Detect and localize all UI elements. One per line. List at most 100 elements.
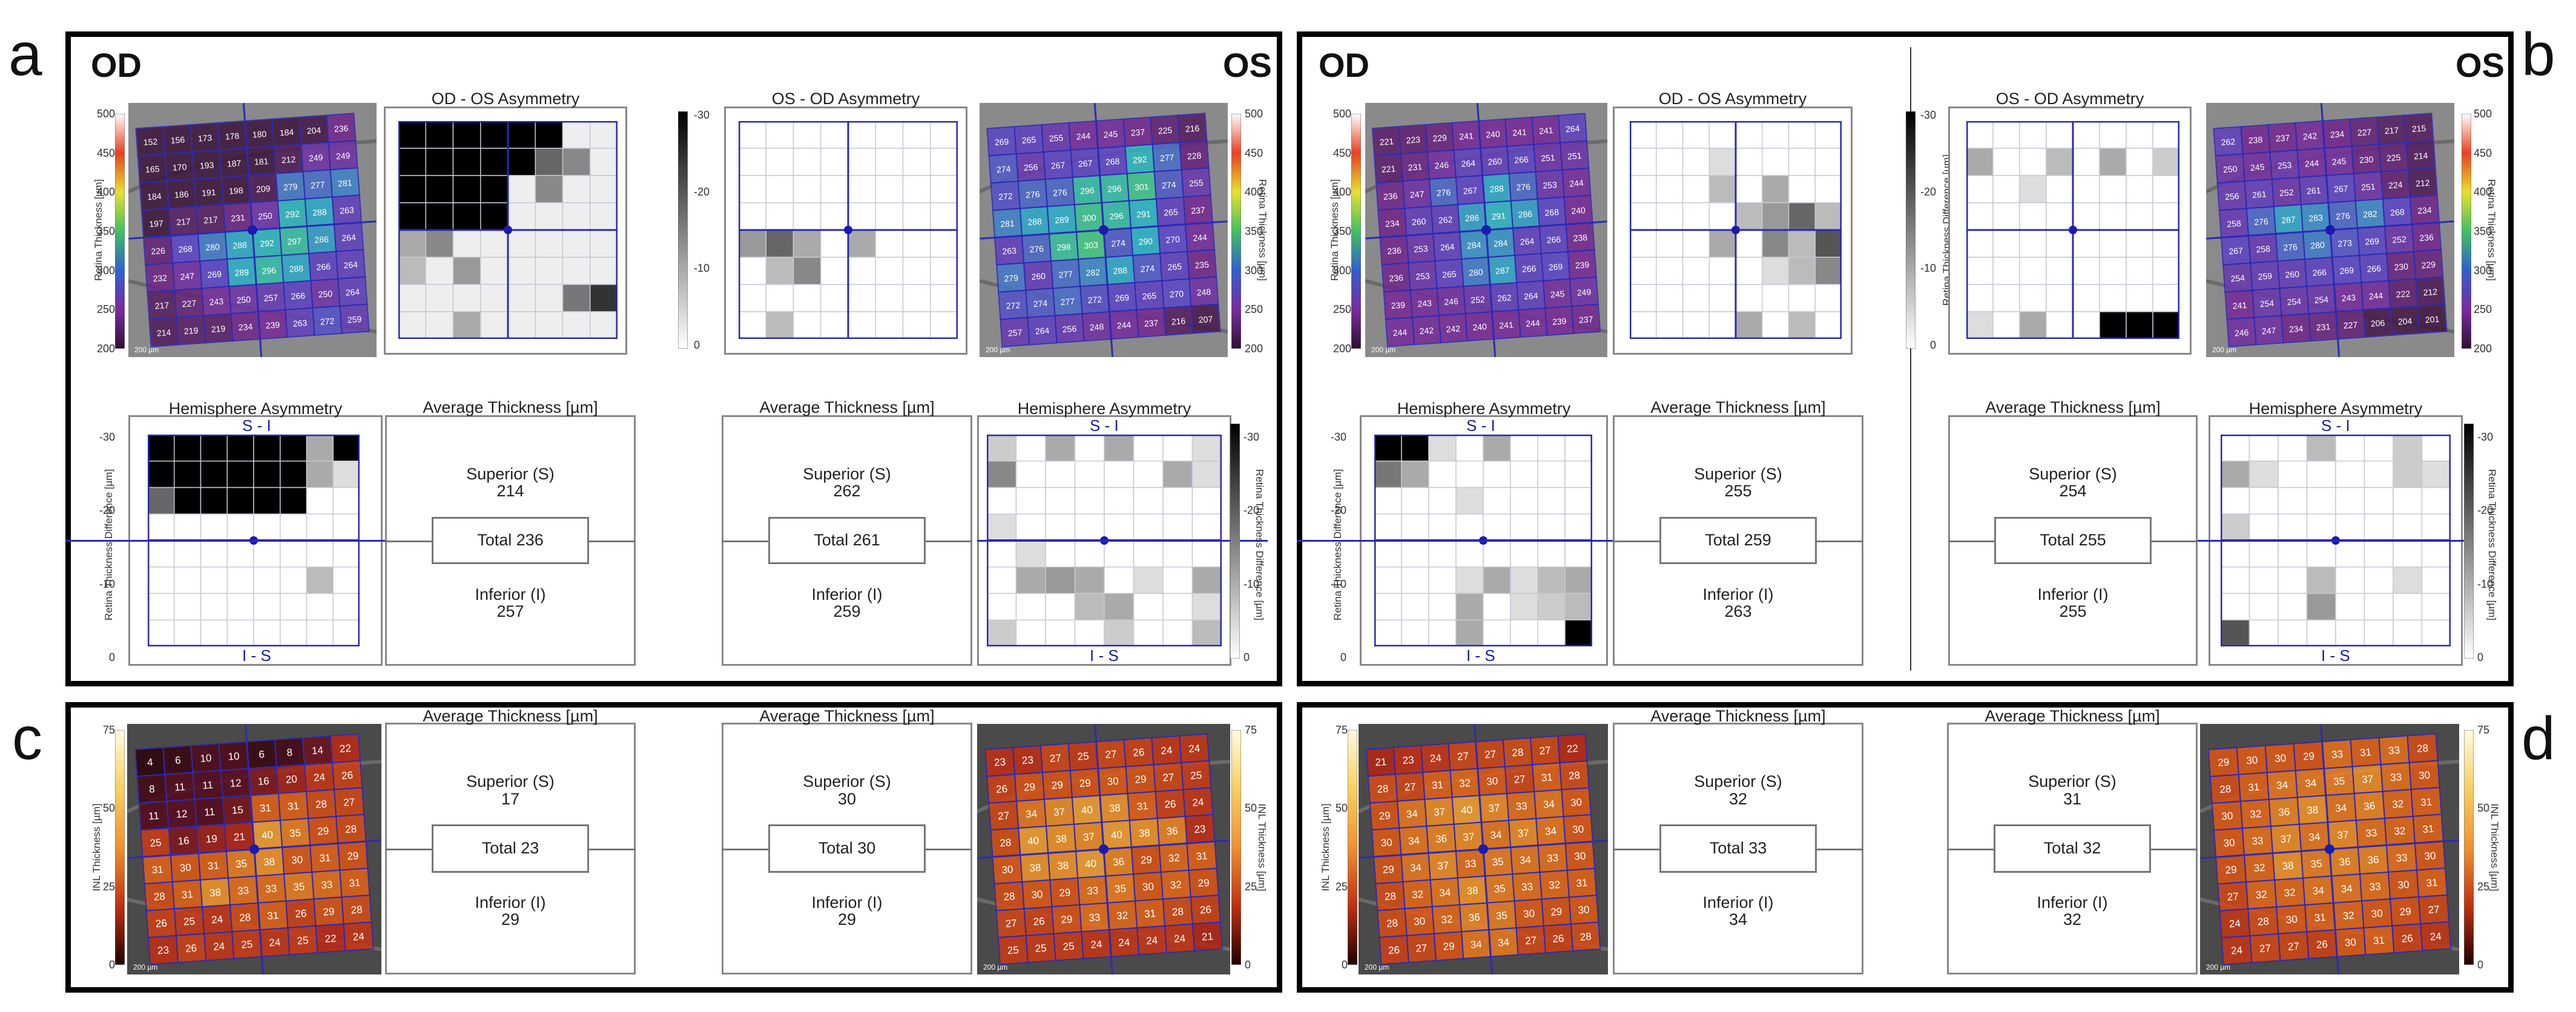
panel-label-b: b — [2522, 21, 2555, 88]
hemi-cell — [1374, 513, 1402, 541]
hemi-cell — [1045, 487, 1076, 514]
hemi-cell — [1564, 435, 1592, 462]
grid-value: 23 — [1402, 754, 1414, 766]
grid-value: 264 — [1565, 123, 1580, 134]
asym-cell — [848, 229, 876, 258]
asym-cell — [1708, 202, 1736, 231]
tick-retina: 300 — [2474, 264, 2492, 277]
grid-value: 286 — [1518, 209, 1533, 220]
grid-value: 38 — [2307, 804, 2319, 816]
asym-cell — [930, 229, 958, 258]
hemi-cell — [1564, 513, 1592, 541]
avg-title: Average Thickness [µm] — [1650, 398, 1826, 416]
tick-retina: 300 — [1245, 264, 1263, 277]
grid-cell — [2420, 921, 2452, 951]
grid-value: 36 — [2364, 800, 2376, 812]
superior-value: Superior (S) 214 — [466, 464, 555, 501]
hemi-cell — [1455, 435, 1484, 462]
asym-cell — [1762, 148, 1790, 176]
asym-cell — [1656, 311, 1684, 339]
inferior-value: Inferior (I) 263 — [1702, 585, 1774, 620]
tick-retina: 300 — [96, 264, 115, 277]
colorbar-d-od — [1348, 730, 1357, 965]
hemi-cell — [1374, 435, 1402, 462]
asym-cell — [1735, 148, 1763, 176]
grid-value: 28 — [153, 890, 165, 902]
grid-value: 24 — [1090, 938, 1102, 950]
avg-title: Average Thickness [µm] — [759, 707, 935, 725]
asym-b-odos — [1630, 121, 1842, 339]
hemi-cell — [1015, 619, 1046, 646]
asym-cell — [535, 175, 564, 203]
asym-cell — [930, 148, 958, 176]
grid-value: 231 — [231, 212, 246, 223]
grid-value: 245 — [1103, 129, 1118, 140]
hemi-cell — [1133, 461, 1164, 488]
grid-value: 243 — [2341, 292, 2356, 303]
grid-value: 260 — [1412, 216, 1427, 227]
grid-value: 279 — [283, 182, 298, 192]
asym-cell — [2019, 148, 2047, 176]
grid-value: 242 — [1419, 326, 1434, 337]
hemi-cell — [226, 487, 254, 514]
fundus-a-os: 269 265 255 244 245 237 225 216 274 256 267 267 268 2… — [980, 103, 1228, 357]
grid-value: 236 — [1387, 245, 1402, 256]
hemi-cell — [226, 461, 254, 488]
colorbar-fill — [1351, 114, 1361, 349]
hemi-cell — [306, 487, 334, 514]
grid-value: 237 — [1130, 127, 1145, 138]
grid-value: 292 — [285, 209, 300, 220]
asym-cell — [590, 148, 618, 176]
grid-value: 212 — [2416, 178, 2431, 189]
grid-value: 22 — [324, 933, 337, 945]
asym-cell — [507, 311, 536, 339]
hemi-cell — [1401, 513, 1429, 541]
grid-value: 32 — [1412, 889, 1424, 901]
grid-value: 27 — [1484, 748, 1497, 760]
grid-value: 32 — [1441, 913, 1453, 925]
grid-value: 29 — [1135, 774, 1147, 786]
hemi-cell — [1401, 461, 1429, 488]
asym-cell — [1682, 229, 1710, 258]
asym-cell — [2099, 257, 2127, 285]
asym-cell — [1656, 284, 1684, 312]
tick-retina: 500 — [96, 108, 115, 120]
grid-value: 284 — [1493, 238, 1508, 249]
asym-cell — [765, 121, 794, 149]
hemi-cell — [2248, 487, 2279, 514]
hemi-cell — [1401, 540, 1429, 568]
hemi-cell — [2393, 435, 2423, 462]
grid-value: 27 — [1105, 748, 1117, 760]
asym-cell — [820, 229, 849, 258]
hemi-cell — [1537, 540, 1566, 568]
grid-value: 34 — [2305, 777, 2317, 789]
hemi-cell — [1564, 487, 1592, 514]
asym-cell — [480, 175, 509, 203]
grid-value: 272 — [998, 191, 1013, 202]
eye-label-os-b: OS — [2456, 46, 2505, 84]
grid-value: 224 — [2388, 180, 2403, 191]
grid-value: 225 — [1158, 125, 1173, 136]
grid-value: 33 — [2396, 852, 2408, 864]
inferior-value: Inferior (I) 32 — [2037, 893, 2108, 929]
asym-cell — [1656, 121, 1684, 149]
grid-value: 37 — [2280, 833, 2292, 845]
hemi-cell — [1133, 540, 1164, 568]
asym-cell — [425, 284, 454, 312]
grid-value: 37 — [1082, 831, 1095, 843]
grid-value: 239 — [265, 320, 280, 330]
asym-cell — [848, 311, 876, 339]
title-od-os: OD - OS Asymmetry — [1658, 90, 1807, 108]
grid-value: 35 — [1494, 882, 1506, 895]
hemi-cell — [1455, 619, 1484, 646]
asym-cell — [2126, 175, 2153, 203]
hemi-cell — [1074, 593, 1105, 620]
grid-value: 30 — [1001, 864, 1013, 876]
hemi-cell — [2421, 513, 2451, 541]
grid-value: 244 — [2304, 158, 2319, 169]
grid-value: 256 — [1024, 162, 1039, 172]
hemi-cell — [253, 567, 281, 594]
asym-cell — [1992, 311, 2020, 339]
grid-value: 201 — [2425, 314, 2440, 325]
grid-value: 23 — [994, 756, 1006, 768]
